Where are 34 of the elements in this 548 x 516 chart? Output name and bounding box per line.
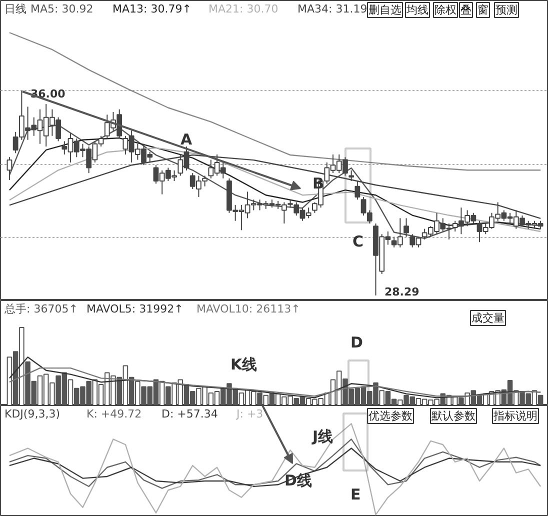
candlestick [6, 156, 12, 180]
annotation: K线 [230, 356, 258, 374]
chart-title: 日线 [4, 2, 26, 16]
series-label: 总手: 36705↑ [4, 302, 78, 316]
annotation: A [180, 130, 192, 148]
annotation: 除权 [434, 4, 456, 16]
text: MA13: 30.79↑ [112, 2, 192, 16]
annotation: 预测 [496, 4, 518, 16]
candlestick [354, 180, 360, 200]
text: MAVOL10: 26113↑ [196, 302, 300, 316]
text: D: +57.34 [162, 408, 218, 420]
annotation: 28.29 [384, 286, 420, 298]
candlestick [348, 170, 354, 182]
text: 指标说明 [492, 410, 538, 422]
text: J: +3 [236, 408, 264, 420]
text: MA21: 30.70 [208, 2, 278, 16]
annotation: D [350, 334, 363, 352]
annotation: 叠 [460, 4, 472, 16]
text: 优选参数 [368, 410, 412, 422]
text: 默认参数 [430, 410, 476, 422]
text: MAVOL5: 31992↑ [86, 302, 184, 316]
annotation: 均线 [406, 4, 428, 16]
annotation: 删自选 [368, 4, 402, 16]
text: MA34: 31.19 [298, 2, 368, 16]
annotation: C [352, 232, 364, 250]
candlestick [404, 218, 409, 238]
annotation: 36.00 [30, 88, 66, 100]
annotation: E [350, 486, 361, 504]
text: 成交量 [472, 312, 504, 324]
annotation: 窗 [478, 4, 488, 16]
chart-title: KDJ(9,3,3) [4, 408, 60, 420]
text: K: +49.72 [86, 408, 142, 420]
annotation: J线 [312, 428, 334, 446]
text: MA5: 30.92 [30, 2, 94, 16]
